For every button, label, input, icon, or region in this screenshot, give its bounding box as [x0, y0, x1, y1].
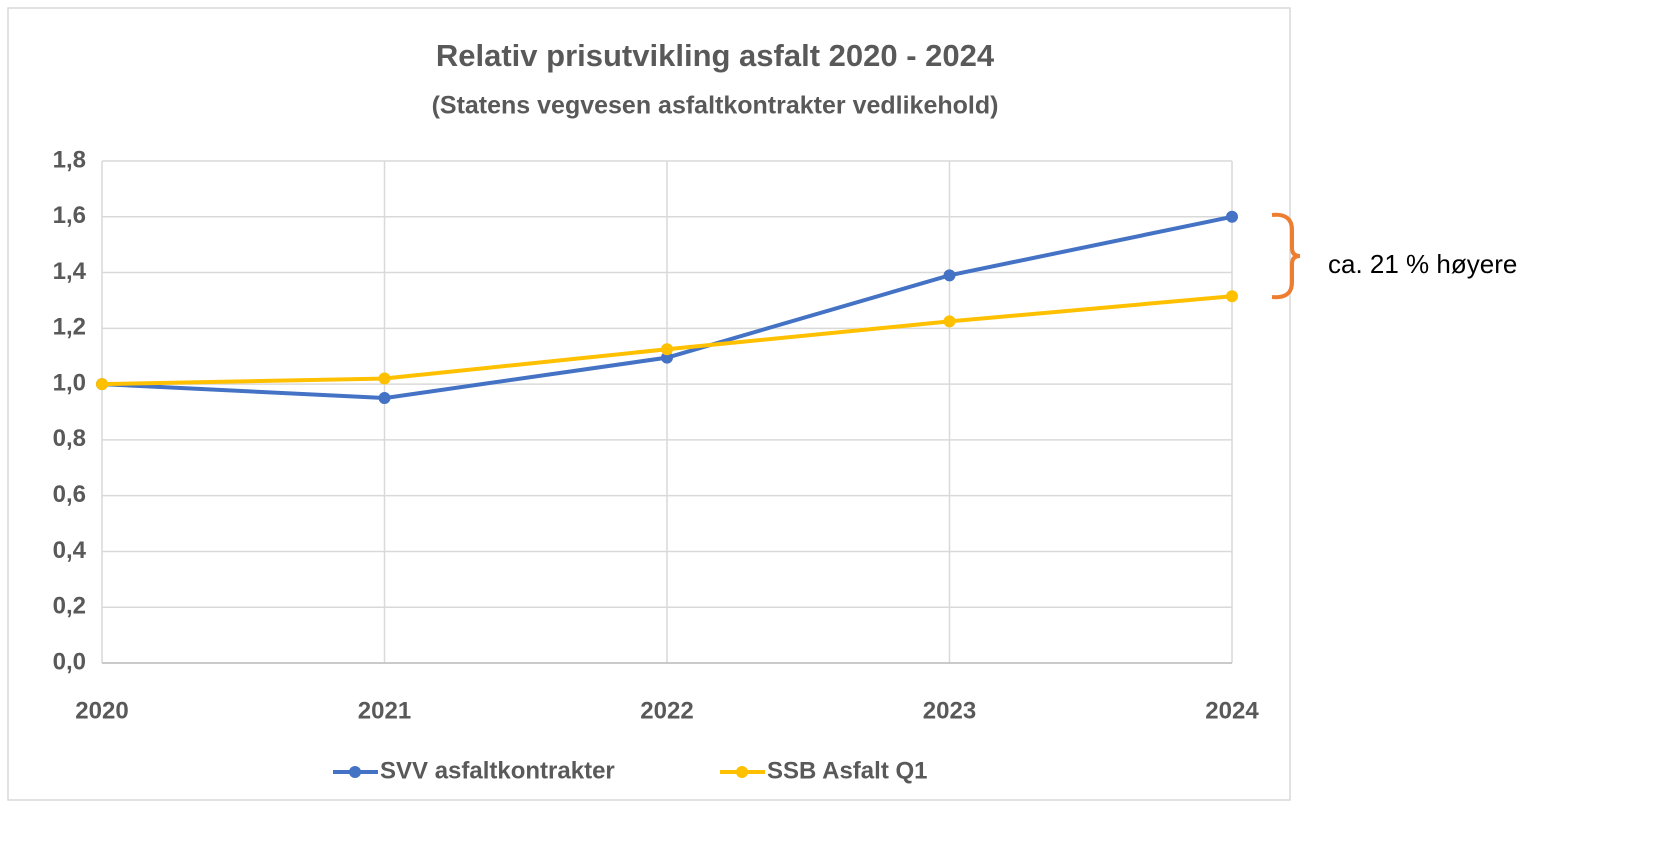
legend-label: SSB Asfalt Q1: [767, 757, 928, 784]
chart-subtitle: (Statens vegvesen asfaltkontrakter vedli…: [432, 92, 999, 120]
legend-marker: [736, 766, 748, 778]
point: [1226, 290, 1238, 303]
y-tick-label: 1,2: [53, 314, 86, 341]
point: [1226, 210, 1238, 223]
point: [378, 392, 391, 405]
y-tick-label: 0,4: [53, 537, 87, 564]
point: [943, 269, 956, 282]
x-tick-label: 2020: [75, 697, 128, 724]
x-tick-label: 2024: [1205, 697, 1259, 724]
y-tick-label: 0,6: [53, 481, 86, 508]
y-tick-label: 1,6: [53, 202, 86, 229]
chart-border: [7, 7, 1291, 801]
y-tick-label: 1,8: [53, 146, 86, 173]
point: [378, 372, 391, 385]
point: [943, 315, 956, 328]
legend-marker: [349, 766, 361, 778]
y-tick-label: 0,8: [53, 425, 86, 452]
y-tick-label: 1,4: [53, 258, 87, 285]
point: [661, 343, 673, 356]
chart-title: Relativ prisutvikling asfalt 2020 - 2024: [436, 38, 995, 73]
annotation: ca. 21 % høyere: [1328, 249, 1517, 279]
y-tick-label: 1,0: [53, 369, 86, 396]
legend-label: SVV asfaltkontrakter: [380, 757, 615, 784]
x-tick-label: 2022: [640, 697, 693, 724]
y-tick-label: 0,2: [53, 593, 86, 620]
bracket: [1271, 212, 1301, 300]
point: [96, 378, 108, 391]
point: [661, 351, 673, 364]
y-tick-label: 0,0: [53, 648, 86, 675]
x-tick-label: 2021: [358, 697, 411, 724]
x-tick-label: 2023: [923, 697, 976, 724]
